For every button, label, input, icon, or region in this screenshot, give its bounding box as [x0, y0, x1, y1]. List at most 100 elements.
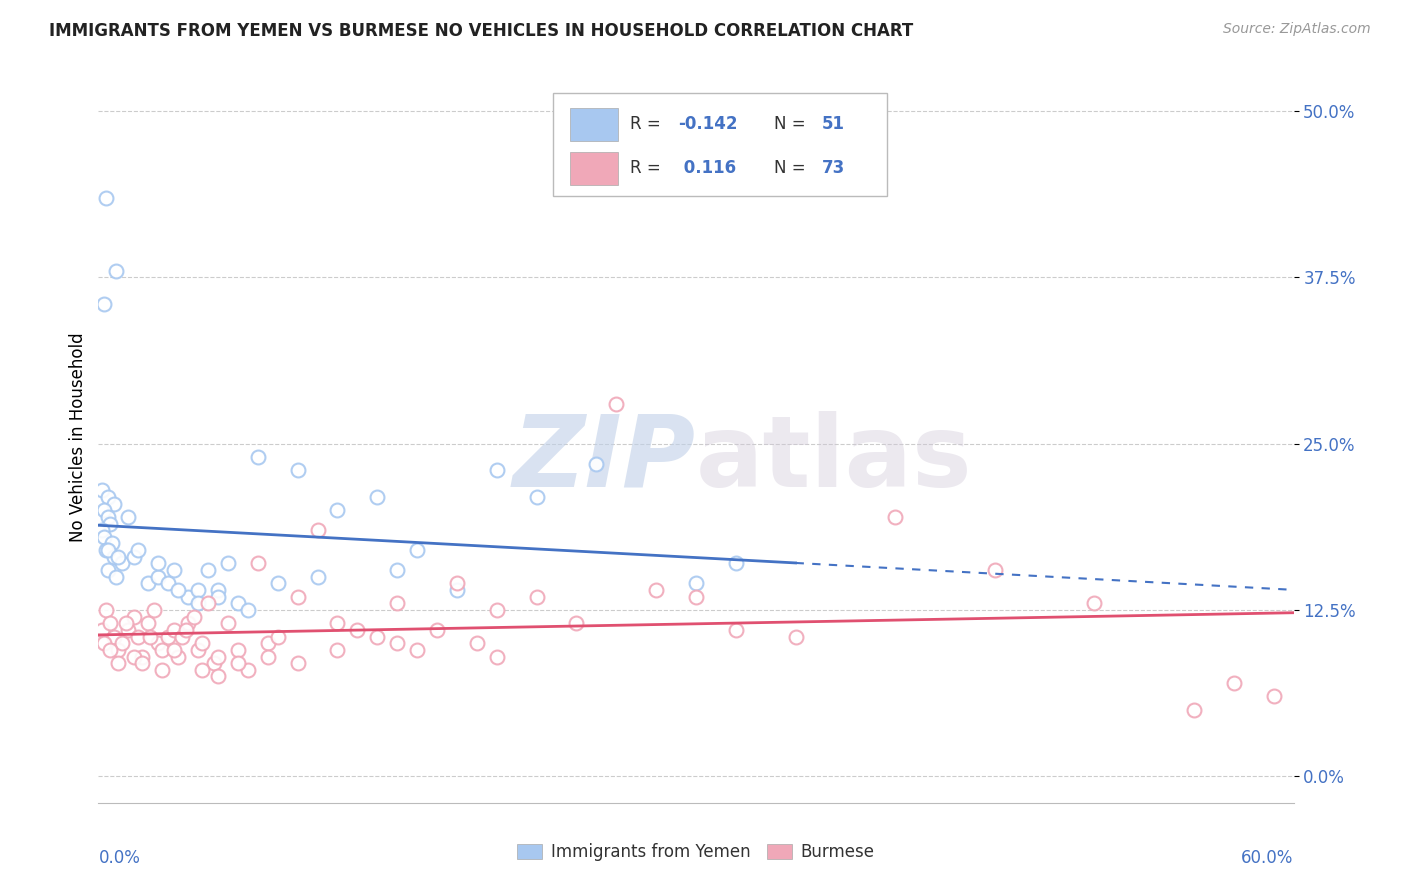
- Point: [163, 643, 186, 657]
- Point: [236, 603, 259, 617]
- Point: [148, 557, 170, 571]
- Point: [187, 582, 209, 597]
- Point: [724, 557, 747, 571]
- Point: [177, 590, 200, 604]
- Point: [148, 570, 170, 584]
- Point: [526, 490, 548, 504]
- Text: IMMIGRANTS FROM YEMEN VS BURMESE NO VEHICLES IN HOUSEHOLD CORRELATION CHART: IMMIGRANTS FROM YEMEN VS BURMESE NO VEHI…: [49, 22, 914, 40]
- Point: [1263, 690, 1285, 704]
- Point: [93, 297, 115, 311]
- Point: [148, 636, 170, 650]
- Point: [124, 649, 146, 664]
- Point: [96, 191, 118, 205]
- Point: [326, 616, 349, 631]
- Point: [103, 497, 125, 511]
- Point: [107, 549, 129, 564]
- Point: [197, 563, 219, 577]
- Point: [127, 630, 149, 644]
- Point: [191, 663, 214, 677]
- Point: [96, 543, 118, 558]
- Point: [465, 636, 488, 650]
- Point: [485, 603, 508, 617]
- Point: [93, 503, 115, 517]
- Point: [117, 623, 139, 637]
- Point: [1083, 596, 1105, 610]
- FancyBboxPatch shape: [553, 94, 887, 195]
- Point: [107, 656, 129, 670]
- Point: [105, 264, 128, 278]
- Point: [111, 636, 134, 650]
- Point: [217, 557, 239, 571]
- Text: ZIP: ZIP: [513, 410, 696, 508]
- Point: [136, 616, 159, 631]
- Point: [236, 663, 259, 677]
- Point: [485, 649, 508, 664]
- Point: [157, 576, 180, 591]
- Point: [785, 630, 807, 644]
- Text: 73: 73: [821, 159, 845, 177]
- Point: [187, 643, 209, 657]
- Point: [446, 576, 468, 591]
- Point: [426, 623, 449, 637]
- Point: [326, 503, 349, 517]
- Point: [96, 603, 118, 617]
- Text: atlas: atlas: [696, 410, 973, 508]
- Point: [172, 630, 194, 644]
- Point: [127, 543, 149, 558]
- Point: [98, 643, 122, 657]
- Point: [1182, 703, 1205, 717]
- Point: [187, 596, 209, 610]
- Point: [267, 630, 290, 644]
- Legend: Immigrants from Yemen, Burmese: Immigrants from Yemen, Burmese: [510, 837, 882, 868]
- FancyBboxPatch shape: [571, 108, 619, 141]
- Text: 0.116: 0.116: [678, 159, 737, 177]
- Point: [139, 630, 162, 644]
- Point: [326, 643, 349, 657]
- Point: [202, 656, 225, 670]
- Point: [136, 576, 159, 591]
- Point: [287, 463, 309, 477]
- Point: [256, 649, 278, 664]
- Text: Source: ZipAtlas.com: Source: ZipAtlas.com: [1223, 22, 1371, 37]
- Point: [287, 656, 309, 670]
- Point: [98, 616, 122, 631]
- Point: [174, 623, 197, 637]
- Point: [226, 656, 249, 670]
- Point: [177, 616, 200, 631]
- Point: [385, 636, 409, 650]
- Text: -0.142: -0.142: [678, 115, 738, 133]
- Point: [685, 590, 707, 604]
- Point: [267, 576, 290, 591]
- Point: [117, 509, 139, 524]
- Y-axis label: No Vehicles in Household: No Vehicles in Household: [69, 332, 87, 542]
- Point: [207, 590, 229, 604]
- Point: [97, 509, 120, 524]
- Point: [91, 623, 114, 637]
- Point: [91, 523, 114, 537]
- Point: [103, 549, 125, 564]
- Point: [226, 596, 249, 610]
- Point: [191, 636, 214, 650]
- Point: [97, 543, 120, 558]
- Point: [446, 582, 468, 597]
- Point: [1223, 676, 1246, 690]
- Point: [131, 649, 153, 664]
- Point: [385, 563, 409, 577]
- Point: [366, 630, 388, 644]
- Point: [287, 590, 309, 604]
- Point: [105, 570, 128, 584]
- Point: [98, 516, 122, 531]
- Point: [585, 457, 607, 471]
- Point: [207, 582, 229, 597]
- Text: 51: 51: [821, 115, 845, 133]
- Point: [605, 397, 627, 411]
- Point: [246, 557, 269, 571]
- Text: R =: R =: [630, 159, 666, 177]
- Point: [526, 590, 548, 604]
- Point: [207, 669, 229, 683]
- Point: [150, 663, 173, 677]
- Point: [163, 563, 186, 577]
- FancyBboxPatch shape: [571, 152, 619, 185]
- Point: [406, 543, 429, 558]
- Point: [406, 643, 429, 657]
